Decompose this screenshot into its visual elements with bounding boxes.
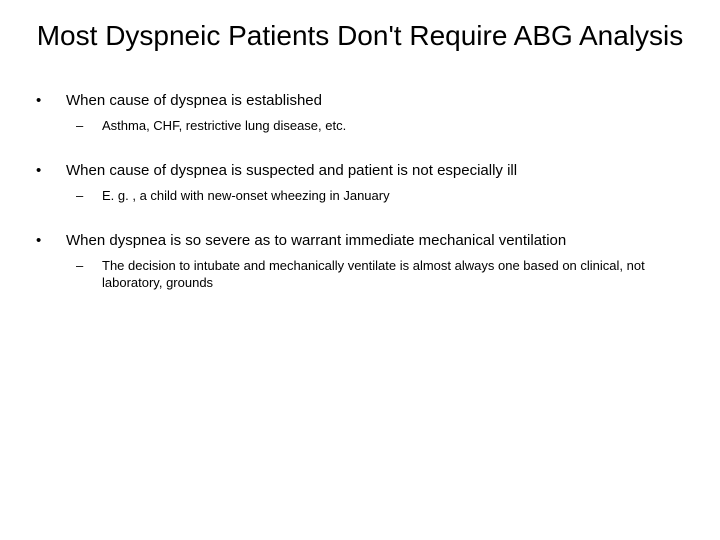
- bullet-text: When dyspnea is so severe as to warrant …: [66, 232, 566, 249]
- sub-bullet-list: Asthma, CHF, restrictive lung disease, e…: [66, 117, 690, 135]
- bullet-item: When cause of dyspnea is established Ast…: [30, 91, 690, 135]
- bullet-text: When cause of dyspnea is suspected and p…: [66, 162, 517, 179]
- sub-bullet-list: E. g. , a child with new-onset wheezing …: [66, 187, 690, 205]
- sub-bullet-text: The decision to intubate and mechanicall…: [102, 258, 645, 291]
- sub-bullet-item: Asthma, CHF, restrictive lung disease, e…: [66, 117, 690, 135]
- bullet-text: When cause of dyspnea is established: [66, 92, 322, 109]
- slide: Most Dyspneic Patients Don't Require ABG…: [0, 0, 720, 540]
- sub-bullet-item: The decision to intubate and mechanicall…: [66, 257, 690, 292]
- bullet-item: When cause of dyspnea is suspected and p…: [30, 161, 690, 205]
- slide-title: Most Dyspneic Patients Don't Require ABG…: [30, 18, 690, 53]
- sub-bullet-text: Asthma, CHF, restrictive lung disease, e…: [102, 118, 346, 133]
- bullet-item: When dyspnea is so severe as to warrant …: [30, 231, 690, 292]
- sub-bullet-list: The decision to intubate and mechanicall…: [66, 257, 690, 292]
- sub-bullet-item: E. g. , a child with new-onset wheezing …: [66, 187, 690, 205]
- bullet-list: When cause of dyspnea is established Ast…: [30, 91, 690, 292]
- sub-bullet-text: E. g. , a child with new-onset wheezing …: [102, 188, 390, 203]
